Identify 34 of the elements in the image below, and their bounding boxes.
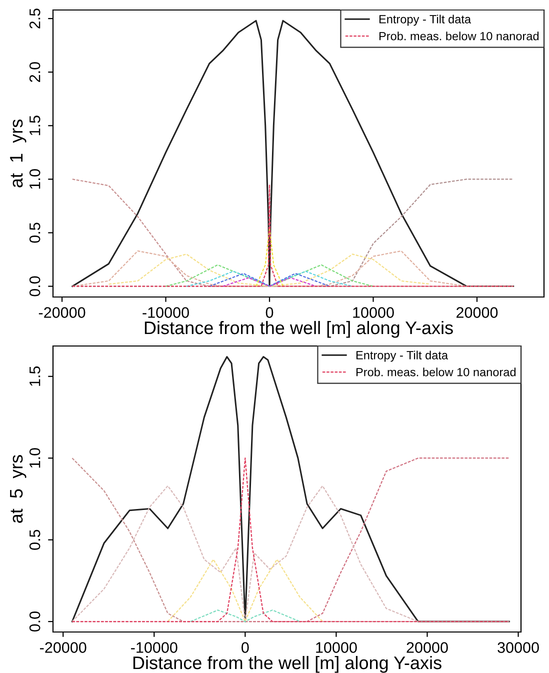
y-tick-label: 0.0: [29, 276, 40, 296]
x-tick-label: 10000: [316, 642, 357, 653]
x-tick-label: 30000: [498, 642, 539, 653]
legend-label: Entropy - Tilt data: [356, 350, 448, 362]
x-tick-label: -20000: [40, 642, 86, 653]
x-tick-label: -10000: [142, 307, 189, 318]
y-tick-label: 1.5: [30, 366, 40, 386]
legend-label: Prob. meas. below 10 nanorad: [356, 368, 516, 376]
y-tick-label: 1.0: [29, 169, 40, 189]
line-series: [165, 264, 374, 287]
x-axis-title: Distance from the well [m] along Y-axis: [133, 656, 442, 673]
legend-label: Prob. meas. below 10 nanorad: [379, 32, 539, 40]
x-tick-label: 20000: [456, 307, 498, 318]
y-axis-title: at 5 yrs: [10, 455, 26, 523]
x-tick-label: 0: [266, 307, 274, 318]
x-axis-title: Distance from the well [m] along Y-axis: [144, 320, 453, 338]
x-tick-label: 10000: [353, 307, 394, 318]
line-series: [72, 485, 510, 622]
x-tick-label: -20000: [38, 307, 86, 318]
line-series: [167, 558, 324, 622]
y-tick-label: 2.0: [29, 62, 40, 82]
line-series: [186, 270, 354, 287]
y-tick-label: 1.5: [30, 116, 40, 136]
y-tick-label: 0.5: [29, 222, 40, 243]
line-series: [108, 254, 431, 287]
x-tick-label: 20000: [406, 642, 448, 653]
y-axis-title: at 1 yrs: [10, 120, 26, 188]
x-tick-label: -10000: [131, 642, 178, 653]
y-tick-label: 0.0: [29, 612, 40, 632]
y-tick-label: 0.5: [29, 530, 40, 550]
legend-label: Entropy - Tilt data: [379, 14, 472, 26]
x-tick-label: 0: [242, 642, 249, 653]
y-tick-label: 2.5: [29, 8, 40, 28]
y-tick-label: 1.0: [29, 448, 40, 468]
